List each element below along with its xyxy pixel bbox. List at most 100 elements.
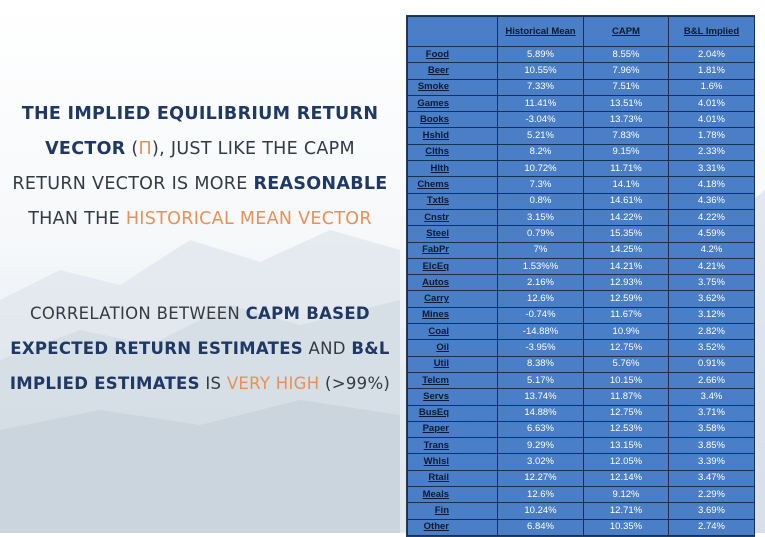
industry-label: Rtail [407, 469, 498, 488]
table-row: Hshld 5.21% 7.83% 1.78% [407, 127, 755, 145]
table-row: ElcEq 1.53%% 14.21% 4.21% [407, 257, 755, 276]
historical-mean-cell: 10.55% [497, 62, 584, 80]
table-row: Autos 2.16% 12.93% 3.75% [407, 274, 755, 292]
industry-label: Books [407, 111, 498, 129]
capm-cell: 14.25% [583, 241, 669, 259]
bold-text: VECTOR [45, 139, 126, 159]
table-row: Whlsl 3.02% 12.05% 3.39% [407, 453, 755, 471]
capm-cell: 12.53% [583, 420, 669, 439]
capm-cell: 10.15% [583, 371, 669, 390]
bl-implied-cell: 2.29% [668, 486, 755, 504]
table-row: Util 8.38% 5.76% 0.91% [407, 355, 755, 373]
table-row: Clths 8.2% 9.15% 2.33% [407, 143, 755, 162]
industry-label: Smoke [407, 78, 498, 96]
table-row: Hlth 10.72% 11.71% 3.31% [407, 160, 755, 178]
header-bl-implied: B&L Implied [668, 16, 755, 47]
capm-cell: 12.05% [583, 453, 669, 471]
historical-mean-cell: 9.29% [497, 437, 584, 455]
table-row: Rtail 12.27% 12.14% 3.47% [407, 469, 755, 488]
industry-label: Hlth [407, 160, 498, 178]
plain-text: (>99%) [319, 374, 391, 393]
bl-implied-cell: 4.22% [668, 208, 755, 227]
industry-label: Whlsl [407, 453, 498, 471]
historical-mean-cell: 8.2% [497, 143, 584, 162]
capm-cell: 12.59% [583, 290, 669, 308]
bl-implied-cell: 1.78% [668, 127, 755, 145]
table-row: Books -3.04% 13.73% 4.01% [407, 111, 755, 129]
plain-text: ( [125, 139, 139, 159]
historical-mean-cell: 6.63% [497, 420, 584, 439]
bl-implied-cell: 2.04% [668, 45, 755, 64]
capm-cell: 7.83% [583, 127, 669, 145]
returns-table-grid: Historical Mean CAPM B&L Implied Food 5.8… [407, 16, 755, 536]
industry-label: Games [407, 94, 498, 113]
table-row: Chems 7.3% 14.1% 4.18% [407, 176, 755, 194]
capm-cell: 11.67% [583, 306, 669, 325]
capm-cell: 7.96% [583, 62, 669, 80]
bl-implied-cell: 3.62% [668, 290, 755, 308]
industry-label: Oil [407, 339, 498, 357]
returns-table: Historical Mean CAPM B&L Implied Food 5.8… [406, 15, 755, 537]
historical-mean-cell: 3.02% [497, 453, 584, 471]
bl-implied-cell: 4.59% [668, 225, 755, 243]
industry-label: Servs [407, 388, 498, 406]
industry-label: Paper [407, 420, 498, 439]
capm-cell: 12.14% [583, 469, 669, 488]
table-body: Food 5.89% 8.55% 2.04% Beer 10.55% 7.96% 1.81% S… [407, 45, 755, 536]
plain-text: AND [302, 339, 352, 358]
industry-label: Coal [407, 323, 498, 341]
header-corner [407, 16, 498, 47]
highlight-text: HISTORICAL MEAN VECTOR [125, 209, 372, 229]
industry-label: Food [407, 45, 498, 64]
correlation-statement: CORRELATION BETWEEN CAPM BASED EXPECTED … [0, 296, 400, 401]
table-row: BusEq 14.88% 12.75% 3.71% [407, 404, 755, 422]
statement-line-1: THE IMPLIED EQUILIBRIUM RETURN [0, 97, 400, 132]
historical-mean-cell: 10.72% [497, 160, 584, 178]
table-row: Meals 12.6% 9.12% 2.29% [407, 486, 755, 504]
capm-cell: 15.35% [583, 225, 669, 243]
historical-mean-cell: 5.21% [497, 127, 584, 145]
industry-label: Steel [407, 225, 498, 243]
historical-mean-cell: 12.27% [497, 469, 584, 488]
bl-implied-cell: 3.71% [668, 404, 755, 422]
industry-label: Meals [407, 486, 498, 504]
historical-mean-cell: 8.38% [497, 355, 584, 373]
plain-text: THAN THE [28, 209, 126, 229]
bl-implied-cell: 3.85% [668, 437, 755, 455]
capm-cell: 14.21% [583, 257, 669, 276]
historical-mean-cell: 2.16% [497, 274, 584, 292]
plain-text: RETURN VECTOR IS MORE [12, 174, 254, 194]
capm-cell: 12.75% [583, 404, 669, 422]
industry-label: Mines [407, 306, 498, 325]
bl-implied-cell: 4.36% [668, 192, 755, 210]
table-row: FabPr 7% 14.25% 4.2% [407, 241, 755, 259]
historical-mean-cell: 5.89% [497, 45, 584, 64]
table-row: Cnstr 3.15% 14.22% 4.22% [407, 208, 755, 227]
bold-text: CAPM BASED [245, 304, 370, 323]
historical-mean-cell: 12.6% [497, 290, 584, 308]
historical-mean-cell: 10.24% [497, 502, 584, 520]
capm-cell: 5.76% [583, 355, 669, 373]
table-row: Games 11.41% 13.51% 4.01% [407, 94, 755, 113]
historical-mean-cell: -3.95% [497, 339, 584, 357]
bl-implied-cell: 3.12% [668, 306, 755, 325]
bold-text: IMPLIED ESTIMATES [9, 374, 200, 393]
header-capm: CAPM [583, 16, 669, 47]
table-row: Oil -3.95% 12.75% 3.52% [407, 339, 755, 357]
header-historical-mean: Historical Mean [497, 16, 584, 47]
capm-cell: 11.71% [583, 160, 669, 178]
bold-text: B&L [351, 339, 390, 358]
historical-mean-cell: 7% [497, 241, 584, 259]
historical-mean-cell: 7.3% [497, 176, 584, 194]
historical-mean-cell: -14.88% [497, 323, 584, 341]
historical-mean-cell: 1.53%% [497, 257, 584, 276]
historical-mean-cell: 0.79% [497, 225, 584, 243]
table-row: Carry 12.6% 12.59% 3.62% [407, 290, 755, 308]
statement-line-2: EXPECTED RETURN ESTIMATES AND B&L [0, 331, 400, 366]
plain-text: CORRELATION BETWEEN [30, 304, 246, 323]
table-row: Telcm 5.17% 10.15% 2.66% [407, 371, 755, 390]
industry-label: Hshld [407, 127, 498, 145]
bold-text: EXPECTED RETURN ESTIMATES [10, 339, 303, 358]
capm-cell: 9.12% [583, 486, 669, 504]
